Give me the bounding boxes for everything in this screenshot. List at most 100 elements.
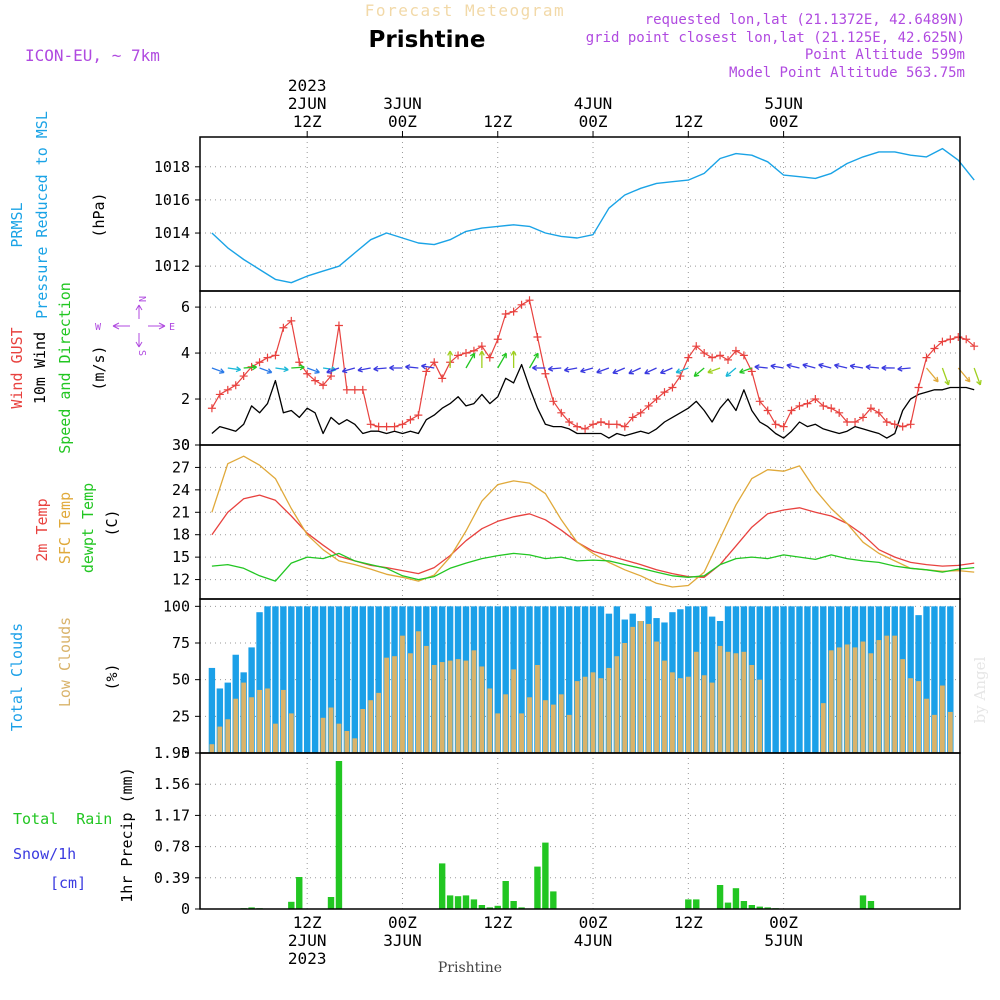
gust-marker [819, 401, 828, 410]
y-tick-label: 0.78 [154, 838, 190, 856]
rain-bar [756, 906, 763, 909]
compass-n: N [136, 296, 147, 302]
wind-speed-dir-label: Speed and Direction [56, 282, 74, 454]
low-cloud-bar [344, 731, 350, 753]
wind-direction-arrow [563, 366, 578, 373]
gust-marker [827, 404, 836, 413]
low-cloud-bar [582, 676, 588, 753]
gust-marker [295, 358, 304, 367]
low-cloud-bar [606, 667, 612, 753]
low-cloud-bar [447, 660, 453, 753]
wind-direction-arrow [275, 366, 289, 373]
y-tick-label: 1.17 [154, 806, 190, 824]
gust-marker [366, 420, 375, 429]
total-cloud-bar [208, 667, 216, 753]
gust-marker [358, 385, 367, 394]
pressure-labels: PRMSL Pressure Reduced to MSL (hPa) [8, 111, 108, 319]
time-label-bottom: 2023 [288, 949, 327, 968]
low-cloud-bar [408, 653, 413, 753]
total-cloud-bar [224, 682, 231, 753]
low-cloud-bar [916, 681, 921, 753]
gust-marker [501, 309, 510, 318]
pressure-label-1: PRMSL [8, 202, 26, 247]
rain-bar [478, 905, 486, 909]
gust-marker [843, 418, 852, 427]
t2m-label: 2m Temp [33, 498, 51, 561]
wind-direction-arrow [849, 363, 864, 370]
low-cloud-bar [725, 651, 731, 753]
y-tick-label: 2 [181, 390, 190, 408]
gust-marker [747, 367, 756, 376]
wind-direction-arrow [612, 367, 626, 375]
gust-marker [438, 374, 447, 383]
rain-bar [859, 895, 867, 909]
total-cloud-bar [359, 606, 366, 753]
total-cloud-bar [264, 606, 271, 753]
gust-marker [779, 422, 788, 431]
y-tick-label: 4 [181, 344, 190, 362]
total-cloud-bar [296, 606, 303, 753]
footer-location: Prishtine [438, 960, 502, 976]
low-cloud-bar [328, 707, 334, 753]
y-tick-label: 0 [181, 436, 190, 454]
low-cloud-bar [471, 650, 477, 753]
cloud-labels: Total Clouds Low Clouds (%) [8, 617, 121, 731]
wind-direction-arrow [628, 367, 641, 375]
y-tick-label: 18 [172, 526, 190, 544]
rain-bar [438, 863, 446, 909]
total-cloud-bar [550, 606, 557, 753]
y-tick-label: 100 [163, 597, 190, 615]
gust-marker [573, 422, 582, 431]
low-cloud-bar [376, 692, 382, 753]
low-cloud-bar [733, 653, 739, 753]
wind-direction-arrow [865, 364, 879, 371]
rain-bar [494, 905, 501, 909]
total-cloud-bar [351, 606, 359, 753]
total-cloud-bar [788, 606, 795, 753]
y-tick-label: 1018 [154, 158, 190, 176]
total-cloud-bar [327, 606, 335, 753]
gust-marker [922, 353, 931, 362]
y-tick-label: 21 [172, 503, 190, 521]
wind10-line [211, 363, 975, 439]
rain-bar [685, 899, 692, 909]
gust-marker [763, 406, 772, 415]
gust-marker [342, 385, 351, 394]
low-cloud-bar [320, 717, 326, 753]
pressure-label-2: Pressure Reduced to MSL [33, 111, 51, 319]
gust-marker [271, 351, 280, 360]
total-cloud-bar [526, 606, 533, 753]
time-label-bottom: 2JUN [288, 931, 327, 950]
gust-marker [660, 388, 669, 397]
low-cloud-bar [662, 660, 667, 753]
wind-direction-arrow [675, 367, 689, 374]
pressure-line [211, 147, 975, 284]
low-cloud-bar [924, 698, 929, 753]
total-cloud-bar [486, 606, 494, 753]
rain-bar [470, 899, 478, 909]
total-cloud-bar [931, 606, 938, 753]
total-cloud-bar [780, 606, 787, 753]
gust-marker [668, 383, 677, 392]
sfc-label: SFC Temp [56, 492, 74, 564]
time-label-top: 5JUN [764, 94, 803, 113]
sfc-temp-line [211, 455, 975, 588]
wind-direction-arrow [510, 350, 517, 368]
low-cloud-bar [392, 656, 397, 753]
gust-marker [890, 420, 899, 429]
low-cloud-bar [439, 662, 445, 753]
low-cloud-bar [217, 726, 223, 753]
time-label-bottom: 12Z [293, 913, 322, 932]
total-cloud-bar [812, 606, 819, 753]
wind-direction-arrow [770, 363, 784, 370]
rain-bar [518, 907, 525, 909]
low-cloud-bar [495, 713, 501, 753]
gust-marker [858, 413, 867, 422]
low-cloud-bar [677, 678, 683, 753]
wind-direction-arrow [405, 364, 419, 371]
y-tick-label: 1016 [154, 191, 190, 209]
wind-direction-arrow [786, 363, 800, 369]
y-tick-label: 1.56 [154, 775, 190, 793]
gust-marker [771, 420, 780, 429]
